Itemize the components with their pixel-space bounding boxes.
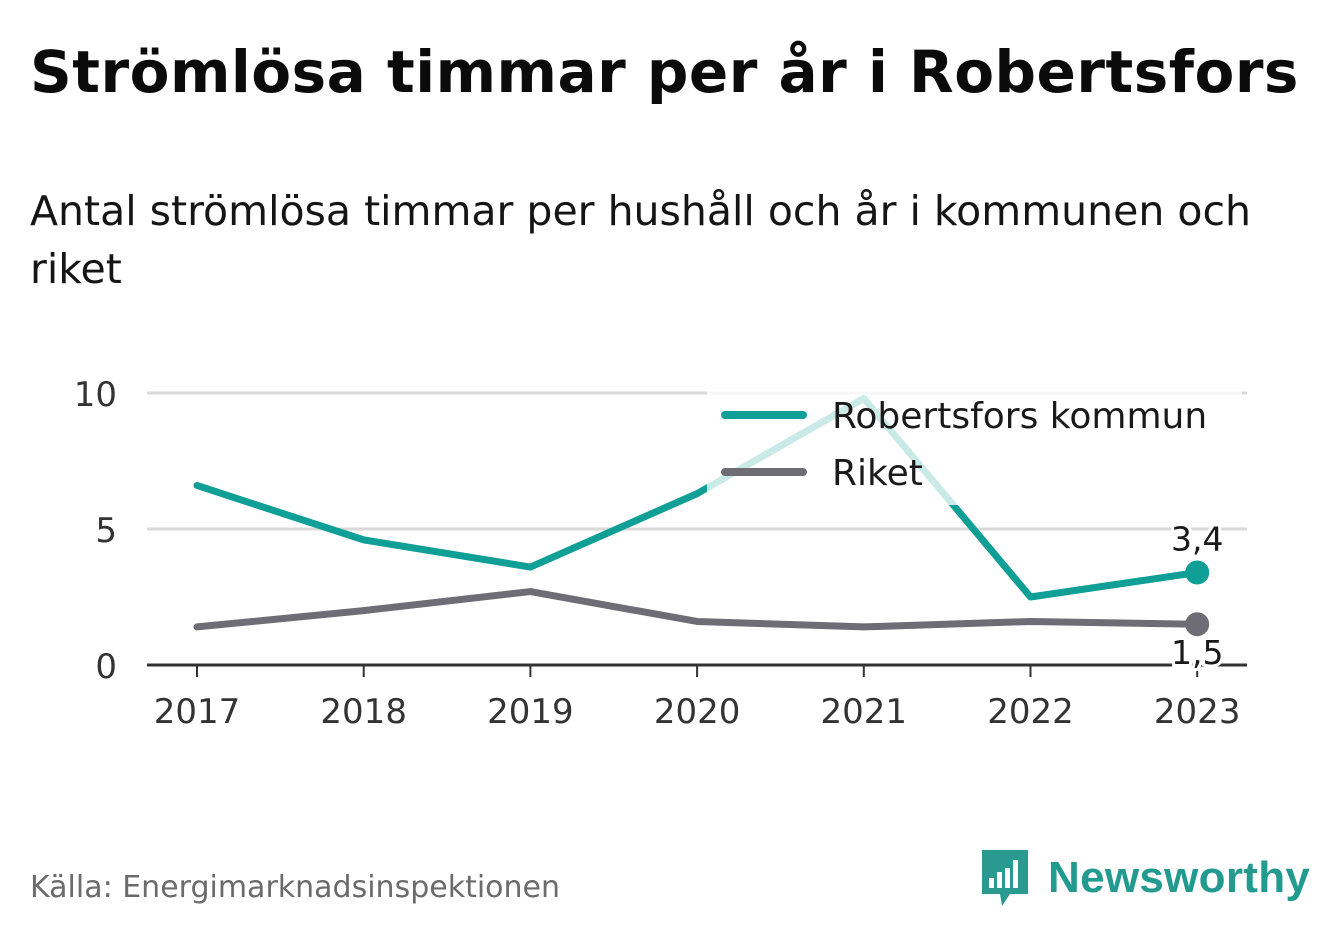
x-tick-label: 2023 [1154,692,1241,732]
x-tick-label: 2018 [320,692,407,732]
source-note: Källa: Energimarknadsinspektionen [30,870,561,905]
legend: Robertsfors kommun Riket [707,387,1242,505]
series-line-robertsfors [193,394,1201,601]
brand-logo: Newsworthy [980,848,1310,908]
axes: 0 5 10 2017 2018 2019 2020 2021 2022 2023 [74,375,1247,732]
y-tick-label: 5 [95,511,117,551]
bar-chart-speech-icon [982,850,1028,906]
legend-label: Riket [832,453,923,494]
legend-label: Robertsfors kommun [832,396,1207,437]
chart-subtitle: Antal strömlösa timmar per hushåll och å… [30,187,1251,293]
end-point-riket [1185,612,1210,637]
end-label-robertsfors: 3,4 [1171,520,1223,559]
series-line-riket [193,588,1201,631]
x-tick-label: 2019 [487,692,574,732]
y-tick-label: 0 [95,647,117,687]
end-point-robertsfors [1185,560,1210,585]
x-tick-label: 2017 [154,692,241,732]
y-tick-label: 10 [74,375,117,415]
x-tick-label: 2020 [654,692,741,732]
x-tick-label: 2022 [987,692,1074,732]
x-tick-label: 2021 [821,692,908,732]
end-label-riket: 1,5 [1171,633,1223,672]
end-labels: 3,4 1,5 [1168,517,1226,676]
legend-box [707,387,1242,505]
chart-title: Strömlösa timmar per år i Robertsfors [30,38,1299,106]
line-chart: 0 5 10 2017 2018 2019 2020 2021 2022 2023 Roberts… [74,375,1247,732]
brand-name: Newsworthy [1048,853,1311,902]
series-lines [193,394,1210,637]
